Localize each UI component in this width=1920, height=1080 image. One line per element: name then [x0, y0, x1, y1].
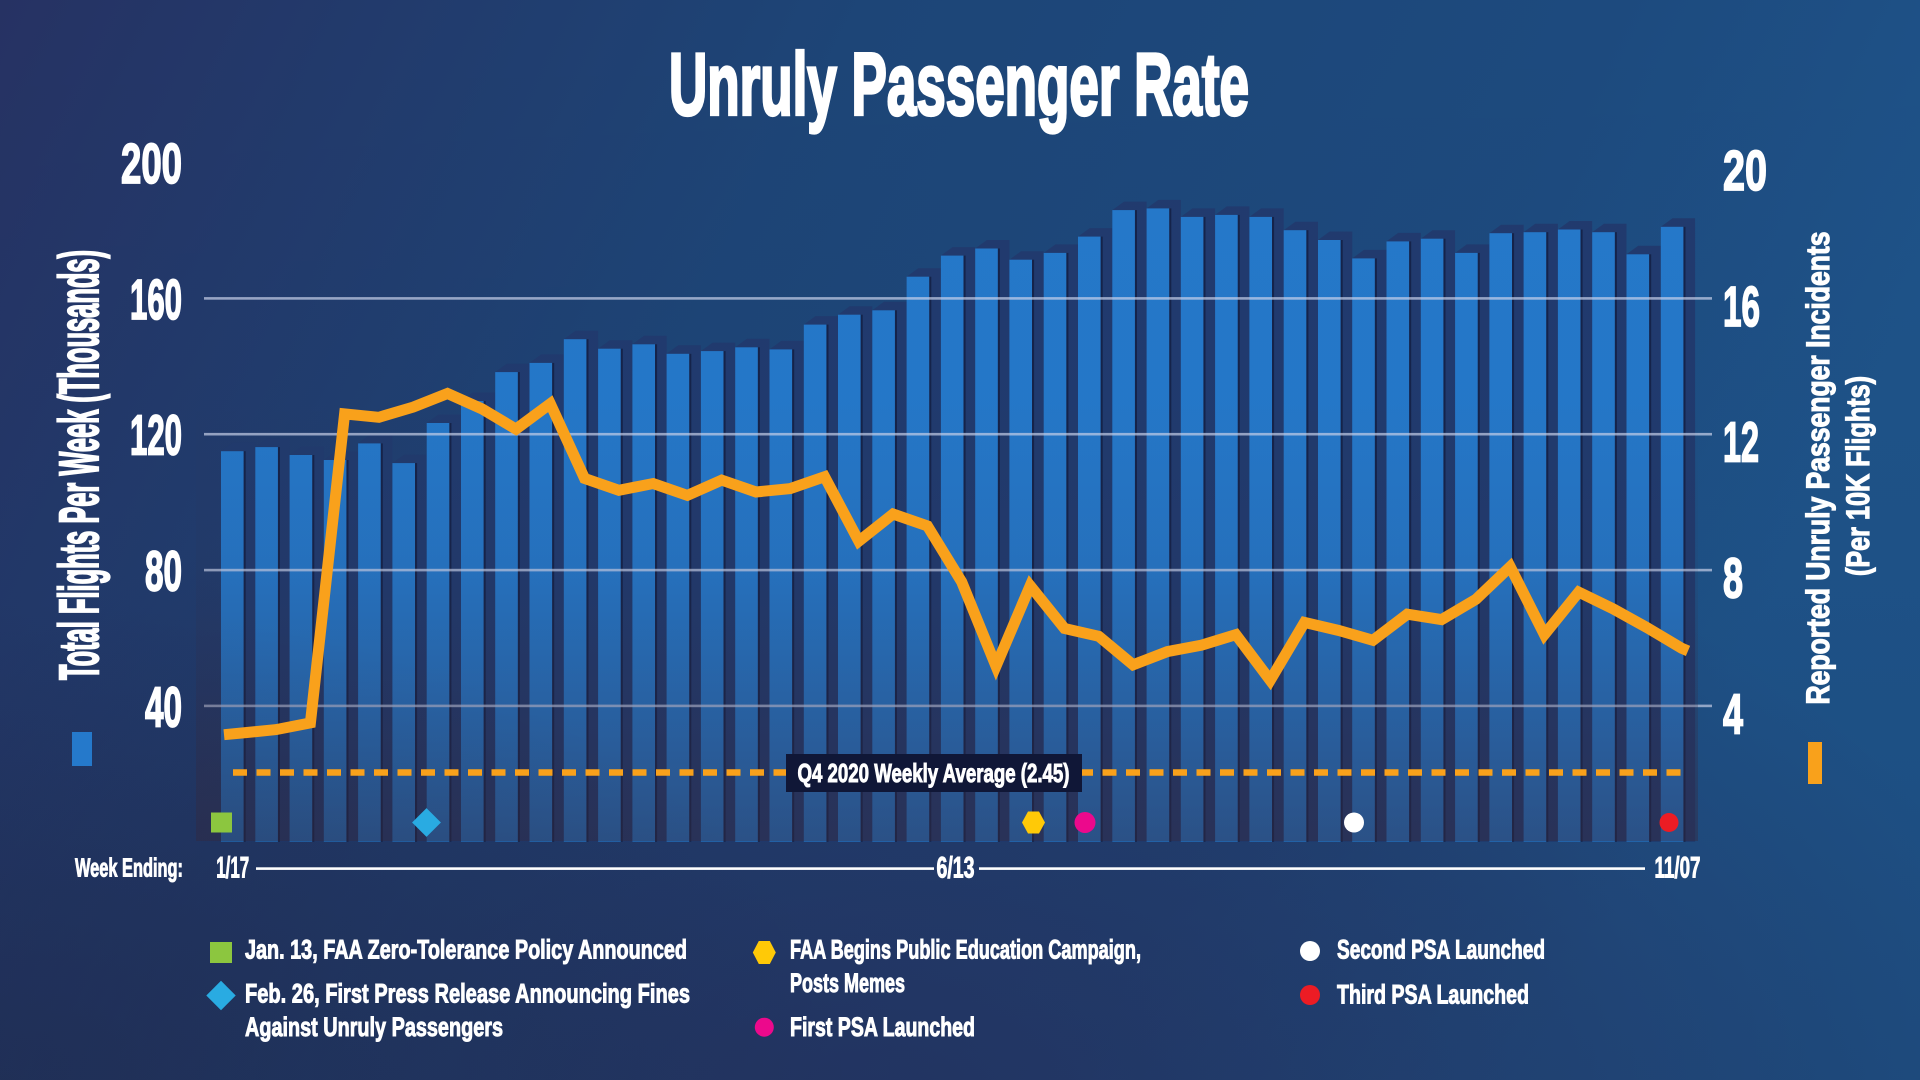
svg-text:40: 40 — [145, 675, 182, 739]
svg-text:11/07: 11/07 — [1655, 852, 1701, 885]
svg-text:20: 20 — [1723, 139, 1767, 203]
svg-text:200: 200 — [121, 132, 182, 196]
svg-text:Against Unruly Passengers: Against Unruly Passengers — [245, 1012, 503, 1042]
svg-text:First PSA Launched: First PSA Launched — [790, 1012, 975, 1042]
svg-text:Second PSA Launched: Second PSA Launched — [1337, 935, 1545, 965]
svg-text:Posts Memes: Posts Memes — [790, 968, 905, 998]
svg-text:1/17: 1/17 — [216, 852, 249, 885]
svg-text:120: 120 — [130, 404, 182, 468]
svg-text:Unruly Passenger Rate: Unruly Passenger Rate — [669, 35, 1249, 134]
svg-text:Week Ending:: Week Ending: — [75, 853, 183, 883]
svg-text:16: 16 — [1723, 275, 1760, 339]
svg-text:80: 80 — [145, 540, 182, 604]
svg-text:Reported Unruly Passenger Inci: Reported Unruly Passenger Incidents — [1800, 232, 1836, 705]
svg-text:8: 8 — [1723, 547, 1743, 611]
svg-text:160: 160 — [130, 268, 182, 332]
svg-text:4: 4 — [1723, 682, 1743, 746]
svg-text:12: 12 — [1723, 411, 1759, 475]
svg-text:Q4 2020 Weekly Average (2.45): Q4 2020 Weekly Average (2.45) — [798, 758, 1070, 788]
svg-text:Feb. 26, First Press Release A: Feb. 26, First Press Release Announcing … — [245, 979, 690, 1009]
svg-text:6/13: 6/13 — [937, 852, 975, 885]
svg-text:Total Flights Per Week (Thousa: Total Flights Per Week (Thousands) — [47, 250, 110, 680]
svg-text:Third PSA Launched: Third PSA Launched — [1337, 980, 1529, 1010]
svg-text:Jan. 13, FAA Zero-Tolerance Po: Jan. 13, FAA Zero-Tolerance Policy Annou… — [245, 935, 687, 965]
svg-text:(Per 10K Flights): (Per 10K Flights) — [1840, 376, 1876, 576]
svg-text:FAA Begins Public Education Ca: FAA Begins Public Education Campaign, — [790, 935, 1141, 965]
